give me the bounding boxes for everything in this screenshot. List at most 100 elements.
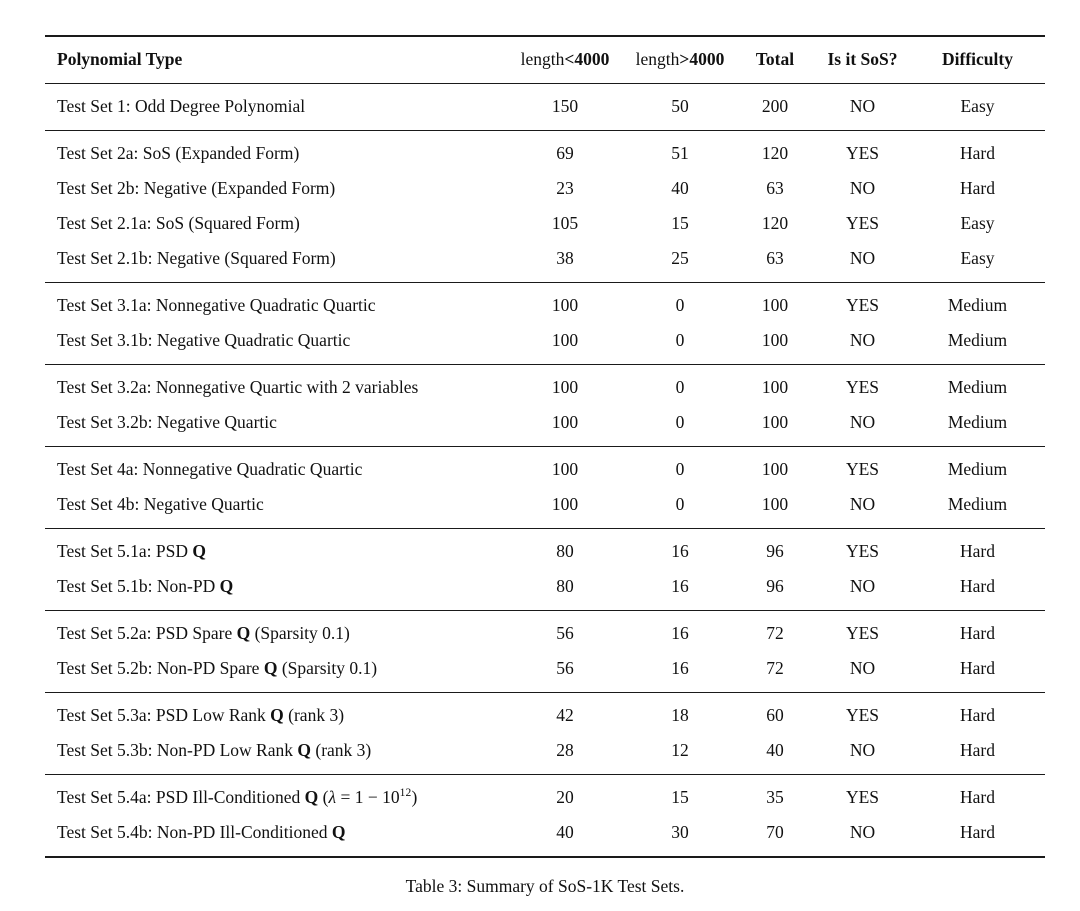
cell-total: 120 — [761, 213, 789, 233]
cell-length-gt-4000: 0 — [675, 412, 685, 432]
cell-length-lt-4000: 150 — [505, 83, 625, 131]
text-part: (rank 3) — [283, 705, 345, 725]
cell-total: 40 — [766, 740, 784, 760]
row-group: Test Set 5.4a: PSD Ill-Conditioned Q (λ … — [45, 774, 1045, 858]
cell-difficulty: Easy — [960, 248, 995, 268]
cell-total: 100 — [735, 446, 815, 487]
cell-total: 100 — [735, 364, 815, 405]
cell-polynomial-type: Test Set 1: Odd Degree Polynomial — [45, 83, 505, 131]
table-row: Test Set 4b: Negative Quartic 100 0 100 NO Me… — [45, 487, 1045, 529]
text-part: Is it SoS? — [827, 49, 898, 69]
cell-difficulty: Hard — [960, 576, 995, 596]
cell-length-gt-4000: 30 — [671, 822, 689, 842]
cell-is-it-sos: YES — [815, 692, 910, 733]
row-group: Test Set 5.3a: PSD Low Rank Q (rank 3) 42… — [45, 692, 1045, 775]
text-part: >4000 — [679, 49, 725, 69]
cell-length-lt-4000: 80 — [556, 576, 574, 596]
row-group: Test Set 5.2a: PSD Spare Q (Sparsity 0.1… — [45, 610, 1045, 693]
cell-total: 100 — [761, 494, 789, 514]
cell-length-gt-4000: 12 — [671, 740, 689, 760]
cell-is-it-sos: YES — [815, 446, 910, 487]
cell-difficulty: Medium — [910, 446, 1045, 487]
cell-length-lt-4000: 28 — [556, 740, 574, 760]
cell-difficulty: Medium — [910, 282, 1045, 323]
cell-polynomial-type: Test Set 5.3b: Non-PD Low Rank Q (rank 3… — [45, 733, 505, 775]
cell-length-gt-4000: 50 — [625, 83, 735, 131]
text-part: (Sparsity 0.1) — [250, 623, 350, 643]
cell-polynomial-type: Test Set 5.4b: Non-PD Ill-Conditioned Q — [45, 815, 505, 857]
text-part: (rank 3) — [311, 740, 372, 760]
text-part: Test Set 3.1b: Negative Quadratic Quarti… — [57, 330, 351, 350]
cell-length-gt-4000: 18 — [625, 692, 735, 733]
column-header-total: Total — [735, 36, 815, 84]
cell-length-gt-4000: 16 — [671, 576, 689, 596]
cell-difficulty: Hard — [910, 130, 1045, 171]
table-row: Test Set 3.2a: Nonnegative Quartic with … — [45, 364, 1045, 405]
text-part: Test Set 1: Odd Degree Polynomial — [57, 96, 306, 116]
cell-difficulty: Medium — [947, 412, 1008, 432]
text-part: Test Set 5.2b: Non-PD Spare — [57, 658, 264, 678]
column-header-polynomial-type: Polynomial Type — [45, 36, 505, 84]
cell-length-lt-4000: 105 — [551, 213, 579, 233]
table-row: Test Set 4a: Nonnegative Quadratic Quart… — [45, 446, 1045, 487]
cell-total: 100 — [735, 282, 815, 323]
cell-difficulty: Hard — [960, 740, 995, 760]
cell-length-gt-4000: 15 — [671, 213, 689, 233]
cell-polynomial-type: Test Set 4a: Nonnegative Quadratic Quart… — [45, 446, 505, 487]
text-part: Difficulty — [942, 49, 1013, 69]
text-part: Test Set 4a: Nonnegative Quadratic Quart… — [57, 459, 363, 479]
table-row: Test Set 5.3b: Non-PD Low Rank Q (rank 3… — [45, 733, 1045, 775]
cell-difficulty: Medium — [947, 494, 1008, 514]
column-header-is-it-sos: Is it SoS? — [815, 36, 910, 84]
math-symbol: λ — [328, 787, 337, 807]
cell-length-gt-4000: 16 — [671, 658, 689, 678]
cell-length-lt-4000: 100 — [505, 282, 625, 323]
cell-length-gt-4000: 25 — [671, 248, 689, 268]
cell-polynomial-type: Test Set 3.2a: Nonnegative Quartic with … — [45, 364, 505, 405]
cell-length-lt-4000: 42 — [505, 692, 625, 733]
cell-difficulty: Hard — [910, 610, 1045, 651]
cell-length-gt-4000: 0 — [675, 330, 685, 350]
table-row: Test Set 2.1a: SoS (Squared Form) 105 15 12… — [45, 206, 1045, 241]
cell-is-it-sos: NO — [849, 494, 876, 514]
text-part: Test Set 3.2b: Negative Quartic — [57, 412, 277, 432]
cell-difficulty: Hard — [910, 774, 1045, 815]
cell-difficulty: Easy — [960, 213, 995, 233]
cell-is-it-sos: NO — [849, 658, 876, 678]
cell-difficulty: Hard — [960, 822, 995, 842]
cell-polynomial-type: Test Set 5.3a: PSD Low Rank Q (rank 3) — [45, 692, 505, 733]
cell-length-lt-4000: 100 — [551, 494, 579, 514]
cell-is-it-sos: YES — [815, 282, 910, 323]
text-part: Q — [297, 740, 311, 760]
cell-polynomial-type: Test Set 5.1b: Non-PD Q — [45, 569, 505, 611]
text-part: Test Set 5.3a: PSD Low Rank — [57, 705, 271, 725]
cell-is-it-sos: NO — [849, 330, 876, 350]
cell-length-gt-4000: 51 — [625, 130, 735, 171]
table-row: Test Set 3.2b: Negative Quartic 100 0 100 NO… — [45, 405, 1045, 447]
text-part: Test Set 3.2a: Nonnegative Quartic with … — [57, 377, 419, 397]
cell-polynomial-type: Test Set 3.1a: Nonnegative Quadratic Qua… — [45, 282, 505, 323]
cell-polynomial-type: Test Set 2a: SoS (Expanded Form) — [45, 130, 505, 171]
cell-polynomial-type: Test Set 2.1a: SoS (Squared Form) — [45, 206, 505, 241]
cell-total: 63 — [766, 248, 784, 268]
text-part: <4000 — [564, 49, 610, 69]
text-part: Test Set 2.1a: SoS (Squared Form) — [57, 213, 300, 233]
cell-total: 72 — [735, 610, 815, 651]
cell-is-it-sos: NO — [849, 248, 876, 268]
cell-is-it-sos: NO — [849, 576, 876, 596]
cell-is-it-sos: NO — [849, 178, 876, 198]
table-figure: Polynomial Type length<4000 length>4000 Tot… — [45, 35, 1045, 897]
sos-1k-test-sets-table: Polynomial Type length<4000 length>4000 Tot… — [45, 35, 1045, 858]
cell-length-lt-4000: 100 — [505, 364, 625, 405]
row-group: Test Set 3.2a: Nonnegative Quartic with … — [45, 364, 1045, 447]
table-row: Test Set 5.4b: Non-PD Ill-Conditioned Q 4… — [45, 815, 1045, 857]
cell-length-lt-4000: 56 — [556, 658, 574, 678]
cell-polynomial-type: Test Set 2b: Negative (Expanded Form) — [45, 171, 505, 206]
text-part: Test Set 3.1a: Nonnegative Quadratic Qua… — [57, 295, 376, 315]
table-row: Test Set 2b: Negative (Expanded Form) 23 4… — [45, 171, 1045, 206]
cell-length-gt-4000: 16 — [625, 610, 735, 651]
cell-total: 63 — [766, 178, 784, 198]
table-caption: Table 3: Summary of SoS-1K Test Sets. — [405, 876, 685, 896]
text-part: Test Set 2.1b: Negative (Squared Form) — [57, 248, 336, 268]
table-row: Test Set 5.2a: PSD Spare Q (Sparsity 0.1… — [45, 610, 1045, 651]
